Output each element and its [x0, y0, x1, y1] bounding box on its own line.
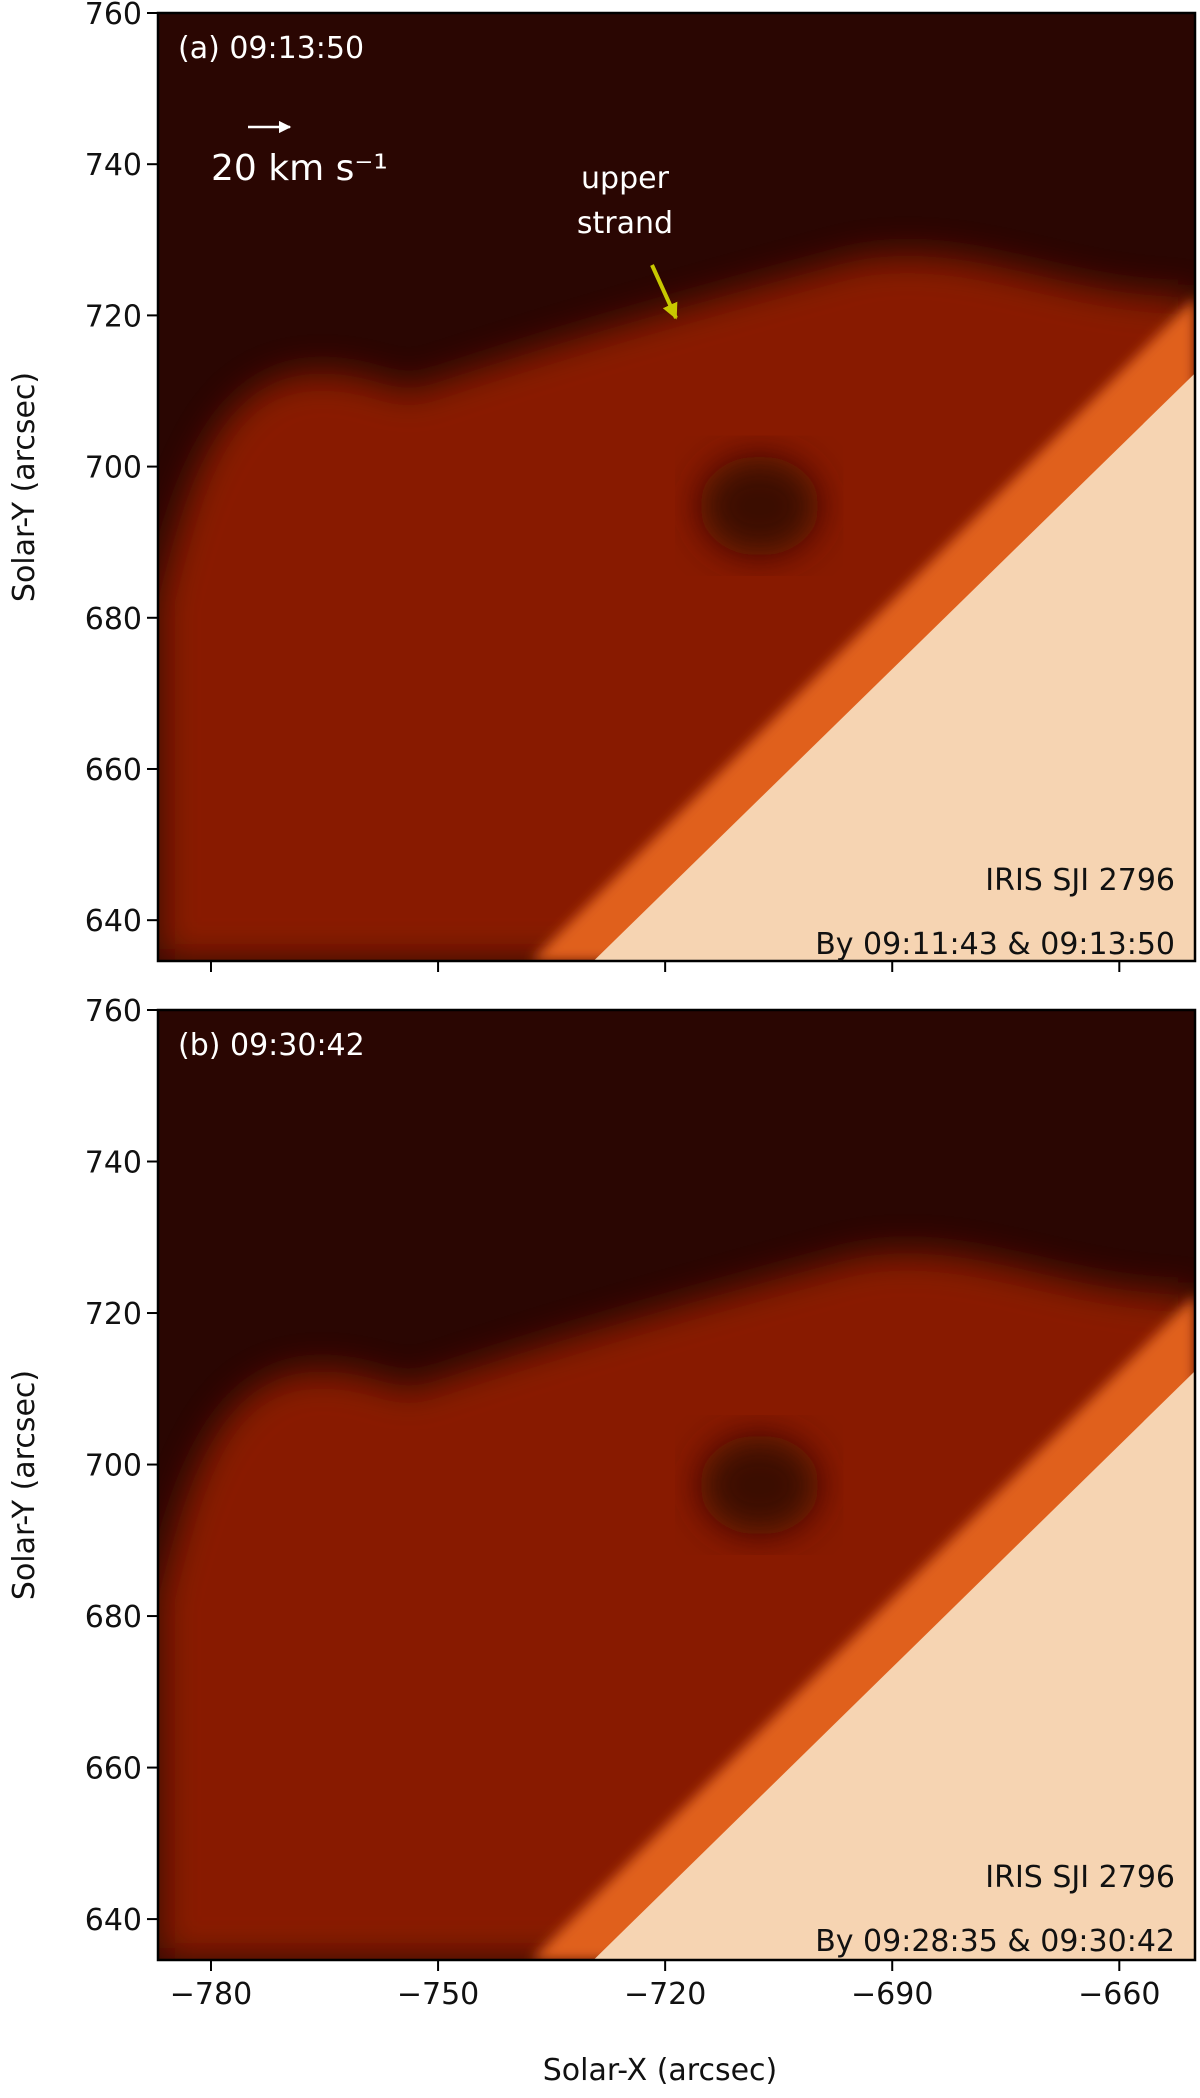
y-tick-label: 640: [85, 1903, 142, 1938]
annotation-arrow: [650, 264, 678, 320]
y-tick-label: 640: [85, 904, 142, 939]
y-tick-label: 720: [85, 1297, 142, 1332]
annotation: upper: [581, 161, 670, 196]
y-tick-label: 740: [85, 148, 142, 183]
x-tick-label: −750: [397, 1977, 479, 2012]
image: [158, 13, 1195, 961]
x-tick-label: −780: [170, 1977, 252, 2012]
x-tick-label: −720: [624, 1977, 706, 2012]
panel-title: (b) 09:30:42: [178, 1028, 365, 1063]
cavity: [699, 455, 820, 556]
panel-title: (a) 09:13:50: [178, 31, 364, 66]
frame: [156, 11, 1197, 963]
annotation: strand: [577, 206, 673, 241]
image: [158, 1010, 1195, 1960]
y-tick-label: 660: [85, 753, 142, 788]
frame: [156, 1008, 1197, 1962]
scale-label: 20 km s⁻¹: [211, 148, 388, 189]
x-axis-label: Solar-X (arcsec): [543, 2053, 778, 2088]
instrument-label: IRIS SJI 2796: [985, 1860, 1175, 1895]
y-tick-label: 680: [85, 1600, 142, 1635]
y-tick-label: 680: [85, 602, 142, 637]
instrument-label: IRIS SJI 2796: [985, 863, 1175, 898]
y-tick-label: 740: [85, 1146, 142, 1181]
y-tick-label: 760: [85, 0, 142, 32]
y-axis-label: Solar-Y (arcsec): [7, 372, 42, 602]
solar-disk: [593, 1371, 1195, 1960]
x-tick-label: −690: [851, 1977, 933, 2012]
y-tick-label: 700: [85, 1449, 142, 1484]
y-tick-label: 760: [85, 994, 142, 1029]
method-label: By 09:28:35 & 09:30:42: [815, 1924, 1175, 1959]
y-tick-label: 720: [85, 299, 142, 334]
x-tick-label: −660: [1078, 1977, 1160, 2012]
cavity: [699, 1435, 820, 1535]
method-label: By 09:11:43 & 09:13:50: [815, 927, 1175, 962]
solar-disk: [593, 373, 1195, 961]
y-tick-label: 700: [85, 451, 142, 486]
y-tick-label: 660: [85, 1752, 142, 1787]
y-axis-label: Solar-Y (arcsec): [7, 1370, 42, 1600]
